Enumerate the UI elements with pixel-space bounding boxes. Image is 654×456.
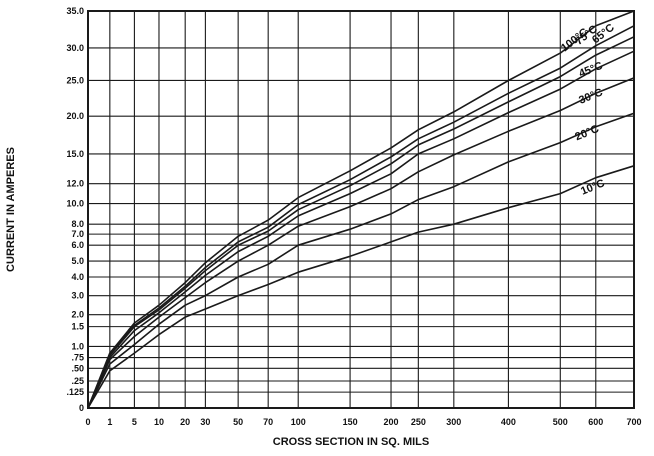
x-tick-label: 150 [343,417,358,427]
plot-frame [87,10,635,409]
x-tick-label: 30 [200,417,210,427]
y-tick-label: 2.0 [71,310,84,320]
curve-label: 45°C [577,60,604,80]
series-line [87,36,635,409]
y-tick-labels: 0 .125.25 .50.75 1.0 1.5 2.0 3.0 4.0 5.0 6.07.08.… [66,6,84,413]
y-tick-label: 4.0 [71,272,84,282]
y-tick-label: 30.0 [66,43,84,53]
x-tick-label: 10 [154,417,164,427]
y-tick-label: 7.0 [71,229,84,239]
y-tick-label: 1.0 [71,341,84,351]
y-tick-label: .50 [71,363,84,373]
grid [87,10,635,409]
x-tick-label: 500 [553,417,568,427]
x-tick-label: 70 [263,417,273,427]
series-line [87,112,635,409]
curve-label: 30°C [577,86,604,106]
y-tick-label: 3.0 [71,291,84,301]
x-tick-label: 700 [626,417,641,427]
curve-label: 10°C [579,177,606,197]
x-tick-label: 400 [501,417,516,427]
y-tick-label: 25.0 [66,75,84,85]
x-tick-labels: 0 1 5 10 20 30 50 70 100 150 200 250 300 400 500 600 700 [85,417,641,427]
x-tick-label: 20 [180,417,190,427]
x-tick-label: 5 [132,417,137,427]
y-tick-label: 8.0 [71,219,84,229]
x-tick-label: 50 [233,417,243,427]
y-tick-label: 6.0 [71,240,84,250]
y-tick-label: .125 [66,387,84,397]
x-axis-title: CROSS SECTION IN SQ. MILS [273,436,429,448]
series-line [87,10,635,409]
y-tick-label: 12.0 [66,179,84,189]
y-tick-label: 1.5 [71,322,84,332]
y-tick-label: 10.0 [66,199,84,209]
x-tick-label: 200 [384,417,399,427]
y-tick-label: .25 [71,376,84,386]
series-line [87,25,635,409]
y-tick-label: 35.0 [66,6,84,16]
y-tick-label: 20.0 [66,111,84,121]
series-line [87,165,635,409]
x-tick-label: 250 [411,417,426,427]
series-line [87,77,635,409]
series-lines [87,10,635,409]
y-axis-title: CURRENT IN AMPERES [5,147,17,272]
x-tick-label: 100 [291,417,306,427]
x-tick-label: 300 [446,417,461,427]
series-line [87,50,635,409]
y-tick-label: .75 [71,353,84,363]
x-tick-label: 1 [107,417,112,427]
curve-label: 20°C [573,123,600,143]
y-tick-label: 0 [79,403,84,413]
x-tick-label: 0 [85,417,90,427]
y-tick-label: 15.0 [66,149,84,159]
y-tick-label: 5.0 [71,256,84,266]
x-tick-label: 600 [588,417,603,427]
